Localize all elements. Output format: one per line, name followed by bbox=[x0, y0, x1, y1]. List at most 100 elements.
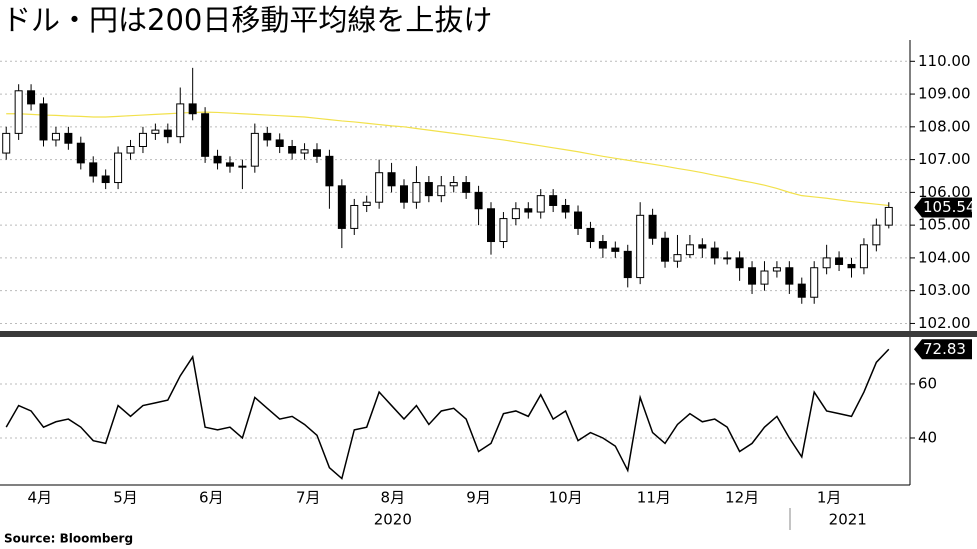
y-tick-label: 107.00 bbox=[918, 150, 971, 168]
candle-body bbox=[424, 182, 433, 197]
last-value-tag bbox=[914, 339, 972, 360]
candle-body bbox=[772, 267, 781, 272]
candle-body bbox=[723, 257, 732, 260]
y-tick-label: 106.00 bbox=[918, 183, 971, 201]
candle-body bbox=[101, 175, 110, 184]
candle-body bbox=[176, 103, 185, 138]
candle-body bbox=[474, 191, 483, 210]
candle-body bbox=[673, 254, 682, 262]
candle-body bbox=[138, 132, 147, 147]
y-tick-label: 110.00 bbox=[918, 52, 971, 70]
candle-body bbox=[27, 90, 36, 105]
candle-body bbox=[399, 185, 408, 203]
candle-body bbox=[561, 204, 570, 213]
candle-body bbox=[810, 267, 819, 298]
candle-body bbox=[163, 129, 172, 138]
x-tick-label: 4月 bbox=[28, 489, 53, 507]
candle-body bbox=[114, 152, 123, 184]
candle-body bbox=[89, 162, 98, 177]
candle-body bbox=[760, 270, 769, 285]
candle-body bbox=[2, 132, 11, 154]
pane-divider bbox=[0, 331, 977, 337]
candle-body bbox=[412, 182, 421, 203]
candle-body bbox=[325, 155, 334, 187]
y-tick-label: 104.00 bbox=[918, 248, 971, 266]
y-tick-label: 102.00 bbox=[918, 314, 971, 332]
candle-body bbox=[300, 149, 309, 154]
x-tick-label: 6月 bbox=[199, 489, 224, 507]
candle-body bbox=[462, 182, 471, 193]
moving-average-line bbox=[6, 111, 889, 207]
candle-body bbox=[76, 142, 85, 164]
last-value-tag bbox=[914, 197, 972, 218]
x-tick-label: 7月 bbox=[296, 489, 321, 507]
candle-body bbox=[362, 201, 371, 206]
candle-body bbox=[822, 257, 831, 269]
candle-body bbox=[213, 155, 222, 164]
candle-body bbox=[126, 145, 135, 154]
candle-body bbox=[499, 218, 508, 243]
candle-body bbox=[859, 244, 868, 269]
x-tick-label: 11月 bbox=[637, 489, 671, 507]
y-tick-label: 105.00 bbox=[918, 216, 971, 234]
candle-body bbox=[250, 132, 259, 167]
candle-body bbox=[586, 227, 595, 243]
year-label: 2021 bbox=[829, 511, 867, 529]
candle-body bbox=[685, 244, 694, 256]
candle-body bbox=[549, 195, 558, 206]
candle-body bbox=[785, 267, 794, 285]
candle-body bbox=[64, 132, 73, 144]
candle-body bbox=[487, 208, 496, 243]
candle-body bbox=[574, 211, 583, 229]
candle-body bbox=[611, 247, 620, 252]
candle-body bbox=[263, 132, 272, 141]
candle-body bbox=[884, 206, 893, 226]
candle-body bbox=[151, 129, 160, 134]
candle-body bbox=[350, 204, 359, 229]
candle-body bbox=[437, 185, 446, 197]
candle-body bbox=[14, 90, 23, 134]
candle-body bbox=[225, 162, 234, 167]
x-tick-label: 8月 bbox=[381, 489, 406, 507]
candle-body bbox=[735, 257, 744, 269]
x-tick-label: 12月 bbox=[725, 489, 759, 507]
candle-body bbox=[51, 132, 60, 141]
candle-body bbox=[598, 241, 607, 249]
last-value-label: 105.54 bbox=[923, 198, 976, 216]
candle-body bbox=[375, 172, 384, 203]
chart-title: ドル・円は200日移動平均線を上抜け bbox=[2, 3, 492, 37]
candle-body bbox=[872, 224, 881, 246]
candle-body bbox=[238, 165, 247, 168]
candle-body bbox=[835, 257, 844, 265]
candle-body bbox=[337, 185, 346, 229]
candle-body bbox=[449, 182, 458, 187]
candle-body bbox=[387, 172, 396, 187]
candle-body bbox=[661, 237, 670, 262]
candle-body bbox=[748, 267, 757, 285]
candle-body bbox=[312, 149, 321, 157]
rsi-line bbox=[5, 348, 890, 480]
candle-body bbox=[710, 247, 719, 259]
candle-body bbox=[275, 139, 284, 147]
candle-body bbox=[536, 195, 545, 213]
candle-body bbox=[524, 208, 533, 213]
y-tick-label: 108.00 bbox=[918, 117, 971, 135]
y-tick-label: 109.00 bbox=[918, 85, 971, 103]
year-label: 2020 bbox=[374, 511, 412, 529]
candle-body bbox=[511, 208, 520, 220]
candle-body bbox=[636, 214, 645, 279]
candle-body bbox=[797, 283, 806, 298]
y-tick-label: 40 bbox=[918, 428, 937, 446]
x-tick-label: 10月 bbox=[549, 489, 583, 507]
x-tick-label: 1月 bbox=[817, 489, 842, 507]
candle-body bbox=[648, 214, 657, 239]
x-tick-label: 9月 bbox=[466, 489, 491, 507]
x-tick-label: 5月 bbox=[113, 489, 138, 507]
y-tick-label: 60 bbox=[918, 374, 937, 392]
candle-body bbox=[847, 263, 856, 269]
candle-body bbox=[288, 145, 297, 154]
source: Source: Bloomberg bbox=[4, 532, 133, 546]
candle-body bbox=[623, 250, 632, 279]
